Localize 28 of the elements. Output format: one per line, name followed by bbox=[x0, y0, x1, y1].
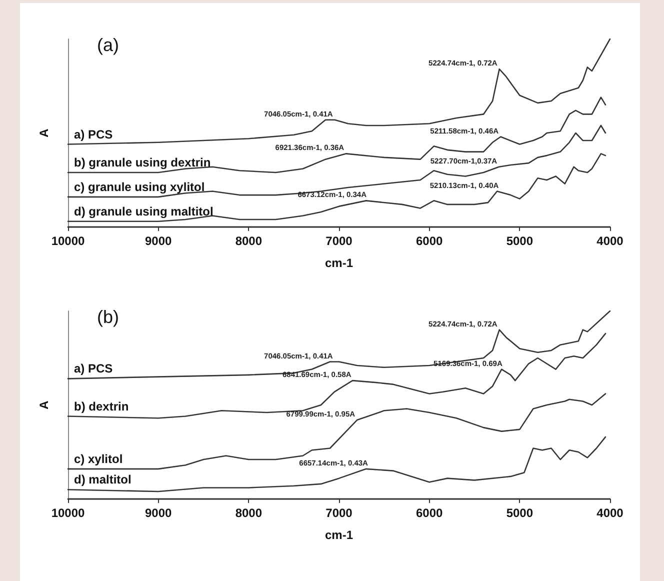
x-tick-label: 9000 bbox=[144, 234, 172, 248]
series-label: c) granule using xylitol bbox=[74, 180, 205, 194]
x-tick-label: 6000 bbox=[416, 234, 444, 248]
series-label: c) xylitol bbox=[74, 452, 123, 466]
x-axis-title: cm-1 bbox=[324, 528, 354, 542]
x-tick-label: 4000 bbox=[596, 506, 624, 520]
chart-title: (b) bbox=[97, 307, 119, 327]
x-tick-label: 9000 bbox=[144, 506, 172, 520]
x-tick-label: 5000 bbox=[506, 506, 534, 520]
x-tick-label: 6000 bbox=[416, 506, 444, 520]
x-tick-label: 7000 bbox=[326, 506, 353, 520]
series-label: d) maltitol bbox=[74, 472, 132, 487]
x-tick-label: 8000 bbox=[235, 506, 262, 520]
x-tick-label: 5000 bbox=[506, 234, 534, 248]
chart-title: (a) bbox=[97, 35, 119, 55]
y-axis-title: A bbox=[37, 400, 51, 410]
series-label: a) PCS bbox=[74, 127, 113, 142]
x-tick-label: 10000 bbox=[51, 234, 86, 248]
series-label: a) PCS bbox=[74, 362, 113, 376]
x-tick-label: 8000 bbox=[235, 234, 262, 248]
series-label: b) granule using dextrin bbox=[74, 155, 211, 170]
series-label: d) granule using maltitol bbox=[74, 204, 214, 218]
x-tick-label: 4000 bbox=[596, 234, 624, 248]
series-label: b) dextrin bbox=[74, 399, 129, 414]
x-tick-label: 7000 bbox=[326, 234, 353, 248]
x-axis-title: cm-1 bbox=[324, 256, 354, 270]
y-axis-title: A bbox=[37, 128, 51, 138]
x-tick-label: 10000 bbox=[51, 506, 86, 520]
